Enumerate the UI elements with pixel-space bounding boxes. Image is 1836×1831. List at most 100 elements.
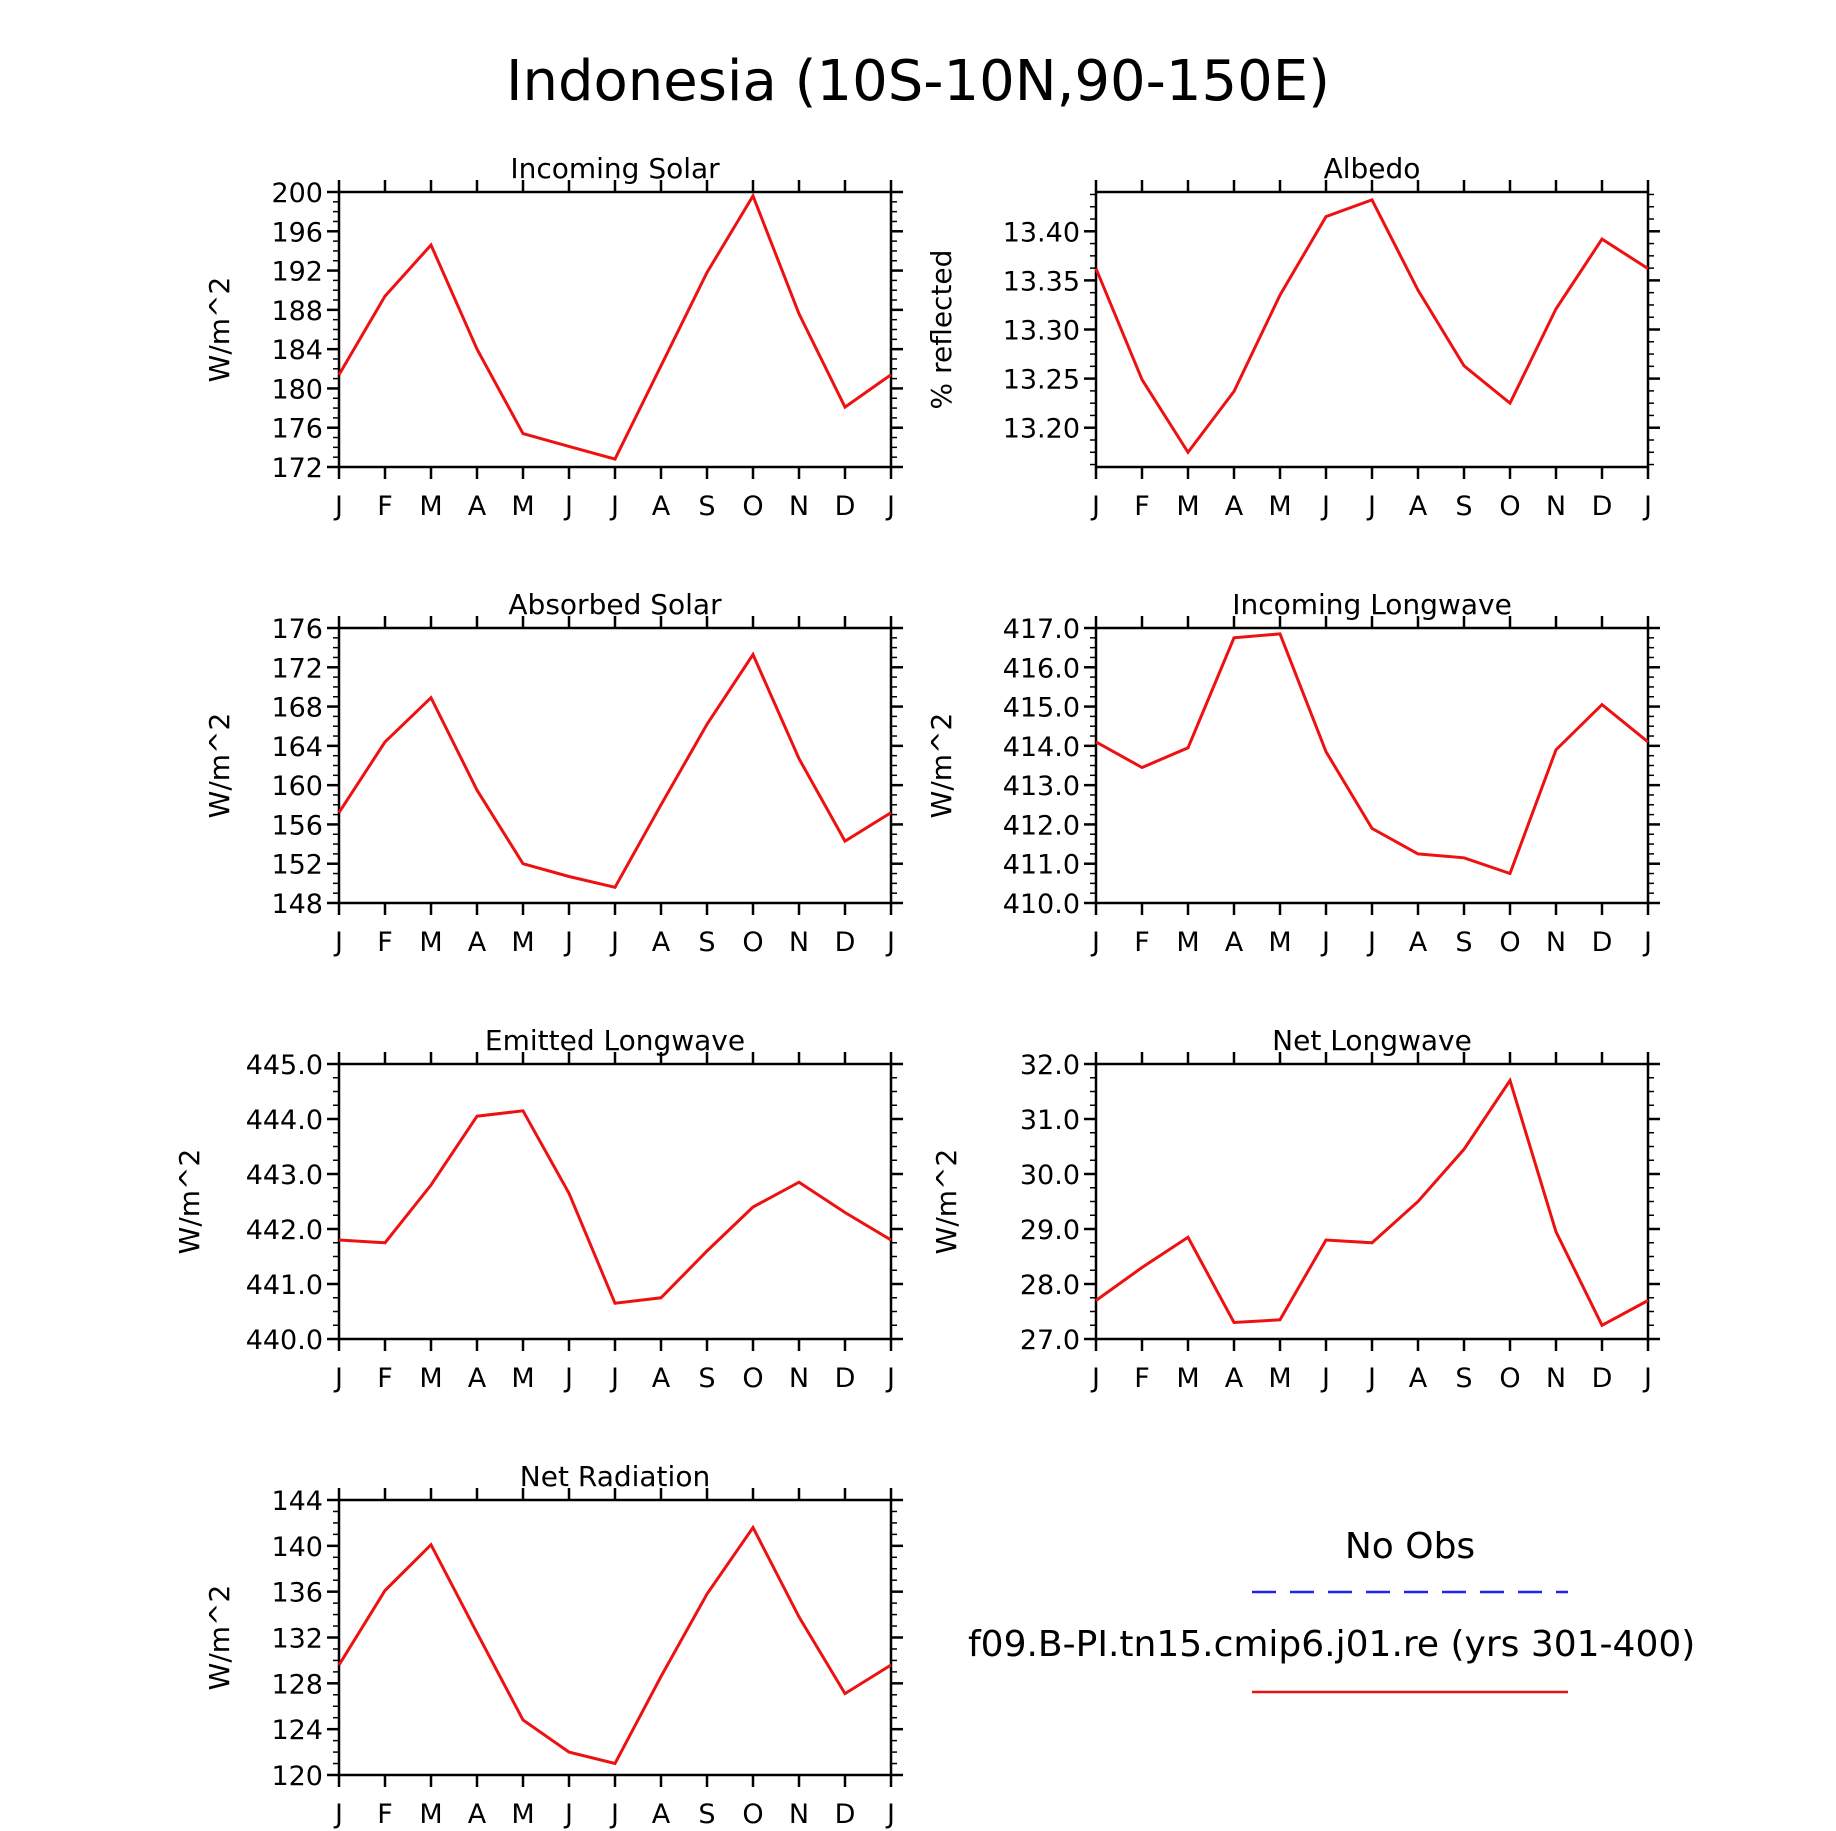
series-line [338, 1109, 892, 1305]
y-tick-label: 168 [271, 693, 323, 724]
y-tick-label: 29.0 [1020, 1215, 1080, 1246]
y-tick-label: 196 [271, 217, 323, 248]
y-tick-label: 13.25 [1003, 365, 1080, 396]
x-tick-label: M [1268, 491, 1291, 522]
y-tick-label: 164 [271, 732, 323, 763]
y-tick-label: 172 [271, 653, 323, 684]
x-tick-label: M [1268, 927, 1291, 958]
y-tick-label: 443.0 [246, 1160, 323, 1191]
x-tick-label: M [1176, 491, 1199, 522]
x-tick-label: F [377, 491, 393, 522]
x-tick-label: J [333, 927, 343, 958]
legend-model-label: f09.B-PI.tn15.cmip6.j01.re (yrs 301-400) [968, 1624, 1695, 1665]
x-tick-label: O [742, 927, 763, 958]
x-tick-label: J [609, 927, 619, 958]
x-tick-label: J [563, 1799, 573, 1830]
x-tick-label: F [1134, 927, 1150, 958]
x-tick-label: J [1320, 1363, 1330, 1394]
y-axis-label: % reflected [925, 250, 958, 410]
y-tick-label: 180 [271, 374, 323, 405]
y-tick-label: 172 [271, 453, 323, 484]
y-tick-label: 144 [271, 1486, 323, 1517]
y-tick-label: 124 [271, 1715, 323, 1746]
x-tick-label: M [419, 1799, 442, 1830]
panel-title: Absorbed Solar [508, 588, 722, 621]
x-tick-label: A [652, 1363, 671, 1394]
y-tick-label: 132 [271, 1624, 323, 1655]
x-tick-label: J [1090, 927, 1100, 958]
x-tick-label: J [333, 1363, 343, 1394]
x-tick-label: A [652, 491, 671, 522]
x-tick-label: M [1268, 1363, 1291, 1394]
y-tick-label: 445.0 [246, 1050, 323, 1081]
y-tick-label: 32.0 [1020, 1050, 1080, 1081]
y-axis-label: W/m^2 [203, 277, 236, 383]
y-tick-label: 13.40 [1003, 217, 1080, 248]
x-tick-label: A [468, 1799, 487, 1830]
y-tick-label: 192 [271, 257, 323, 288]
y-tick-label: 176 [271, 614, 323, 645]
y-tick-label: 414.0 [1003, 732, 1080, 763]
x-tick-label: J [1090, 491, 1100, 522]
x-tick-label: J [609, 1363, 619, 1394]
plot-frame [337, 626, 893, 905]
y-axis-label: W/m^2 [203, 1585, 236, 1691]
y-axis-label: W/m^2 [925, 713, 958, 819]
x-tick-label: M [419, 491, 442, 522]
figure-title: Indonesia (10S-10N,90-150E) [506, 49, 1330, 114]
x-tick-label: N [1546, 491, 1566, 522]
x-tick-label: M [419, 1363, 442, 1394]
x-tick-label: J [885, 491, 895, 522]
y-tick-label: 416.0 [1003, 653, 1080, 684]
y-tick-label: 152 [271, 850, 323, 881]
x-tick-label: J [1366, 1363, 1376, 1394]
y-tick-label: 120 [271, 1761, 323, 1792]
x-tick-label: A [652, 927, 671, 958]
x-tick-label: A [1409, 1363, 1428, 1394]
x-tick-label: O [1499, 927, 1520, 958]
panel-title: Albedo [1324, 152, 1421, 185]
x-tick-label: F [1134, 1363, 1150, 1394]
x-tick-label: O [742, 1799, 763, 1830]
x-tick-label: F [1134, 491, 1150, 522]
x-tick-label: J [333, 491, 343, 522]
x-tick-label: M [511, 1799, 534, 1830]
x-tick-label: S [1455, 491, 1472, 522]
x-tick-label: N [1546, 927, 1566, 958]
plot-frame [1094, 626, 1650, 905]
y-axis-label: W/m^2 [173, 1149, 206, 1255]
y-tick-label: 136 [271, 1578, 323, 1609]
x-tick-label: D [835, 491, 856, 522]
x-tick-label: M [511, 491, 534, 522]
series-line [337, 1524, 892, 1766]
x-tick-label: J [885, 927, 895, 958]
x-tick-label: J [1642, 491, 1652, 522]
y-tick-label: 13.30 [1003, 316, 1080, 347]
x-tick-label: J [1090, 1363, 1100, 1394]
x-tick-label: J [885, 1799, 895, 1830]
y-tick-label: 417.0 [1003, 614, 1080, 645]
x-tick-label: D [835, 1363, 856, 1394]
series-line [1094, 198, 1649, 455]
x-tick-label: M [1176, 927, 1199, 958]
y-tick-label: 188 [271, 296, 323, 327]
x-tick-label: J [1642, 927, 1652, 958]
x-tick-label: A [652, 1799, 671, 1830]
x-tick-label: O [742, 491, 763, 522]
x-tick-label: A [468, 1363, 487, 1394]
x-tick-label: D [1592, 927, 1613, 958]
y-tick-label: 176 [271, 414, 323, 445]
x-tick-label: A [468, 927, 487, 958]
x-tick-label: M [1176, 1363, 1199, 1394]
x-tick-label: A [1225, 491, 1244, 522]
y-tick-label: 148 [271, 889, 323, 920]
x-tick-label: J [1366, 927, 1376, 958]
y-axis-label: W/m^2 [930, 1149, 963, 1255]
